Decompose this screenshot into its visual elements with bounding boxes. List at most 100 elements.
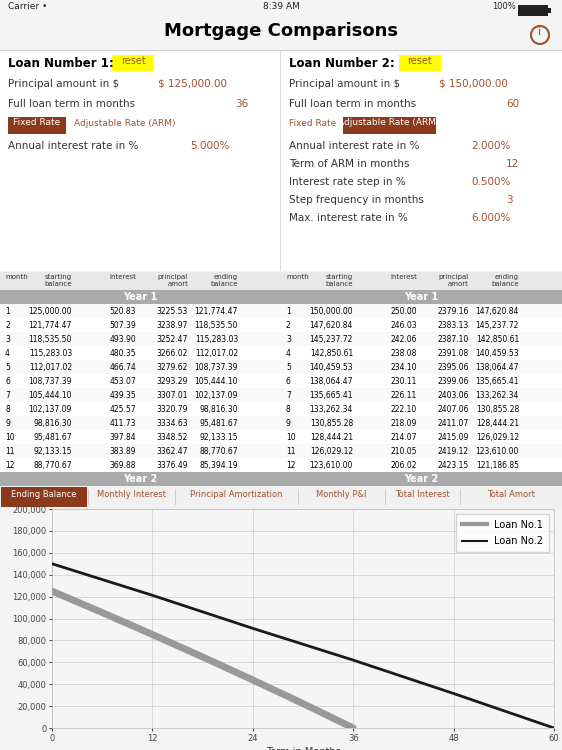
Text: 126,029.12: 126,029.12 — [310, 447, 353, 456]
Text: Year 1: Year 1 — [405, 292, 438, 302]
Text: 3307.01: 3307.01 — [156, 391, 188, 400]
Text: Step frequency in months: Step frequency in months — [289, 195, 424, 205]
Bar — [0, 318, 281, 332]
Text: 121,774.47: 121,774.47 — [194, 307, 238, 316]
Text: 12: 12 — [5, 461, 15, 470]
Bar — [0, 290, 281, 304]
Text: Adjustable Rate (ARM): Adjustable Rate (ARM) — [338, 118, 439, 127]
Text: 6.000%: 6.000% — [471, 213, 510, 223]
Bar — [281, 416, 562, 430]
Text: 2415.09: 2415.09 — [438, 433, 469, 442]
Text: 140,459.53: 140,459.53 — [475, 349, 519, 358]
Bar — [0, 430, 281, 444]
Text: 118,535.50: 118,535.50 — [29, 335, 72, 344]
Text: 147,620.84: 147,620.84 — [475, 307, 519, 316]
Text: 105,444.10: 105,444.10 — [194, 377, 238, 386]
Text: Principal Amortization: Principal Amortization — [191, 490, 283, 499]
Text: $ 125,000.00: $ 125,000.00 — [158, 79, 227, 89]
Text: 246.03: 246.03 — [391, 321, 417, 330]
Text: $ 150,000.00: $ 150,000.00 — [439, 79, 508, 89]
Text: 397.84: 397.84 — [110, 433, 136, 442]
Text: 242.06: 242.06 — [391, 335, 417, 344]
Text: 2403.06: 2403.06 — [437, 391, 469, 400]
X-axis label: Term in Months: Term in Months — [266, 747, 341, 750]
Text: 3376.49: 3376.49 — [156, 461, 188, 470]
Bar — [0, 304, 281, 318]
Text: 85,394.19: 85,394.19 — [200, 461, 238, 470]
Text: 6: 6 — [5, 377, 10, 386]
Text: 222.10: 222.10 — [391, 405, 417, 414]
Text: 3348.52: 3348.52 — [157, 433, 188, 442]
Text: 142,850.61: 142,850.61 — [310, 349, 353, 358]
Text: 112,017.02: 112,017.02 — [29, 363, 72, 372]
Text: 3: 3 — [506, 195, 513, 205]
Text: 105,444.10: 105,444.10 — [29, 391, 72, 400]
Text: Loan Number 1:: Loan Number 1: — [8, 57, 114, 70]
Text: Mortgage Comparisons: Mortgage Comparisons — [164, 22, 398, 40]
Text: 133,262.34: 133,262.34 — [475, 391, 519, 400]
Text: 98,816.30: 98,816.30 — [200, 405, 238, 414]
Text: 147,620.84: 147,620.84 — [310, 321, 353, 330]
Text: ending: ending — [214, 274, 238, 280]
Text: 493.90: 493.90 — [109, 335, 136, 344]
Text: 128,444.21: 128,444.21 — [476, 419, 519, 428]
Bar — [0, 0, 562, 20]
Bar — [0, 51, 281, 271]
Text: 4: 4 — [286, 349, 291, 358]
Text: 3362.47: 3362.47 — [156, 447, 188, 456]
Text: 7: 7 — [5, 391, 10, 400]
Legend: Loan No.1, Loan No.2: Loan No.1, Loan No.2 — [456, 514, 549, 552]
Bar — [0, 272, 281, 290]
Bar — [281, 374, 562, 388]
Bar — [281, 430, 562, 444]
Text: 118,535.50: 118,535.50 — [194, 321, 238, 330]
Bar — [280, 51, 281, 271]
Bar — [0, 388, 281, 402]
Text: balance: balance — [211, 281, 238, 287]
Text: 135,665.41: 135,665.41 — [475, 377, 519, 386]
Bar — [281, 458, 562, 472]
Bar — [0, 374, 281, 388]
Text: 138,064.47: 138,064.47 — [310, 377, 353, 386]
Text: 2: 2 — [286, 321, 291, 330]
Bar — [548, 8, 551, 13]
Bar — [385, 489, 386, 505]
Text: 138,064.47: 138,064.47 — [475, 363, 519, 372]
Text: 60: 60 — [506, 99, 519, 109]
Text: balance: balance — [325, 281, 353, 287]
Text: starting: starting — [326, 274, 353, 280]
Bar — [0, 472, 281, 486]
Text: 3252.47: 3252.47 — [157, 335, 188, 344]
Text: 3334.63: 3334.63 — [156, 419, 188, 428]
Bar — [0, 458, 281, 472]
Text: principal: principal — [158, 274, 188, 280]
Text: 102,137.09: 102,137.09 — [194, 391, 238, 400]
Bar — [343, 117, 436, 134]
Bar — [281, 360, 562, 374]
Text: 8: 8 — [286, 405, 291, 414]
Text: 4: 4 — [5, 349, 10, 358]
Text: 98,816.30: 98,816.30 — [34, 419, 72, 428]
Text: 92,133.15: 92,133.15 — [200, 433, 238, 442]
Text: 7: 7 — [286, 391, 291, 400]
Text: 3266.02: 3266.02 — [157, 349, 188, 358]
Text: 3225.53: 3225.53 — [157, 307, 188, 316]
Text: 234.10: 234.10 — [391, 363, 417, 372]
Text: 115,283.03: 115,283.03 — [29, 349, 72, 358]
Text: 2423.15: 2423.15 — [438, 461, 469, 470]
Bar — [0, 332, 281, 346]
Text: principal: principal — [439, 274, 469, 280]
Text: Annual interest rate in %: Annual interest rate in % — [8, 141, 138, 151]
Text: 2419.12: 2419.12 — [438, 447, 469, 456]
Bar — [0, 360, 281, 374]
Text: 214.07: 214.07 — [391, 433, 417, 442]
Bar — [298, 489, 299, 505]
Text: 218.09: 218.09 — [391, 419, 417, 428]
Text: 2411.07: 2411.07 — [438, 419, 469, 428]
Text: Fixed Rate: Fixed Rate — [289, 119, 336, 128]
Bar — [0, 402, 281, 416]
Text: 92,133.15: 92,133.15 — [34, 447, 72, 456]
Text: amort: amort — [448, 281, 469, 287]
Text: 480.35: 480.35 — [110, 349, 136, 358]
Text: 123,610.00: 123,610.00 — [310, 461, 353, 470]
